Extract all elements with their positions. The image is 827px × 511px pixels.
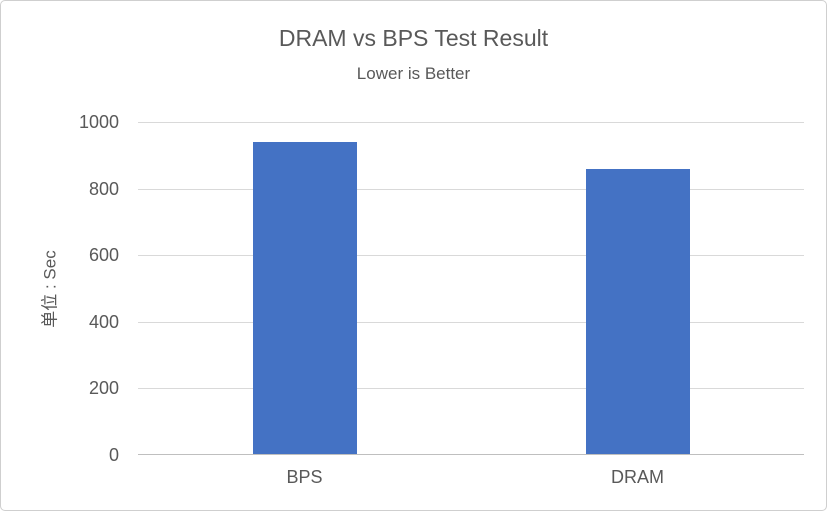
gridline: [138, 122, 804, 123]
y-tick-label: 600: [88, 245, 119, 266]
y-tick-label: 400: [88, 311, 119, 332]
gridline: [138, 255, 804, 257]
x-axis-line: [138, 454, 804, 455]
y-tick-label: 200: [88, 378, 119, 399]
gridline: [138, 388, 804, 390]
chart-subtitle: Lower is Better: [356, 64, 471, 83]
bar-dram: [585, 168, 690, 455]
gridline: [138, 188, 804, 190]
gridline: [138, 321, 804, 323]
x-category-label: BPS: [286, 467, 323, 487]
y-tick-label: 800: [88, 178, 119, 199]
bar-bps: [252, 142, 357, 455]
y-tick-label: 0: [108, 445, 119, 465]
x-category-label: DRAM: [611, 467, 664, 487]
y-tick-label: 1000: [78, 112, 119, 132]
chart-title: DRAM vs BPS Test Result: [278, 25, 549, 51]
plot-area: [138, 122, 804, 455]
